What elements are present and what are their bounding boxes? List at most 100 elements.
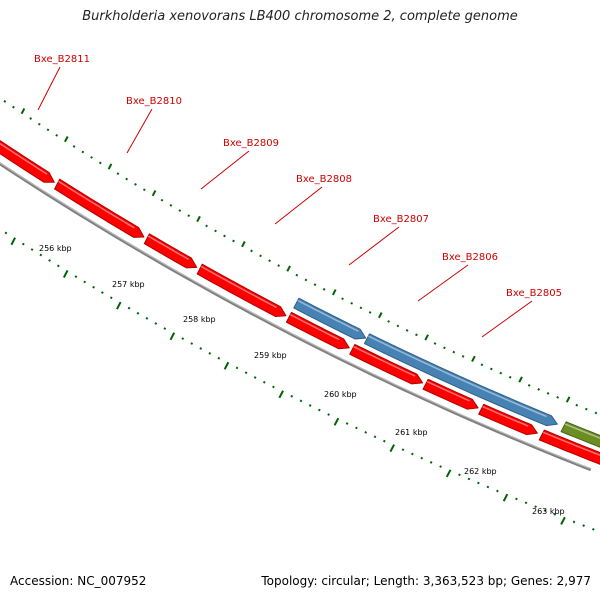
inner-tick [21, 242, 25, 246]
inner-tick [373, 435, 377, 439]
inner-tick [467, 477, 471, 481]
forward-gene-9-gloss [542, 431, 600, 457]
inner-tick [553, 513, 557, 516]
inner-tick [154, 322, 158, 325]
inner-tick [169, 332, 176, 341]
inner-tick [333, 417, 340, 426]
outer-tick [286, 265, 291, 272]
inner-tick [48, 259, 51, 262]
forward-gene-2-gloss [58, 180, 135, 229]
forward-gene-1-gloss [0, 142, 48, 175]
outer-tick [546, 392, 550, 395]
outer-tick [387, 320, 390, 323]
inner-tick [308, 404, 312, 407]
outer-tick [107, 163, 113, 170]
inner-tick [458, 473, 461, 477]
forward-gene-4 [196, 263, 287, 317]
outer-tick [518, 376, 523, 383]
outer-tick [556, 396, 560, 399]
forward-gene-4-gloss [200, 265, 277, 309]
gene-leader-line [126, 108, 153, 154]
outer-tick [116, 172, 120, 176]
outer-tick [20, 107, 26, 115]
inner-tick [278, 390, 284, 399]
forward-gene-6-gloss [353, 346, 416, 377]
forward-gene-5-gloss [289, 313, 340, 341]
gene-label: Bxe_B2809 [223, 138, 279, 149]
scale-tick-label: 256 kbp [39, 244, 72, 253]
scale-tick-label: 257 kbp [112, 280, 145, 289]
upper-gene-3 [560, 421, 600, 448]
inner-tick [502, 493, 509, 502]
gene-leader-line [417, 264, 469, 302]
outer-tick [268, 259, 271, 263]
outer-tick [55, 134, 59, 137]
outer-tick [72, 145, 76, 148]
inner-tick [582, 524, 586, 527]
inner-tick [30, 248, 34, 251]
outer-tick [508, 375, 512, 379]
outer-tick [575, 403, 579, 407]
inner-tick [420, 456, 424, 460]
inner-tick [235, 366, 239, 370]
outer-tick [12, 105, 15, 109]
backbone-highlight [0, 162, 591, 470]
outer-tick [295, 273, 299, 277]
outer-tick [187, 214, 191, 218]
outer-tick [499, 371, 503, 375]
outer-tick [29, 117, 33, 120]
outer-tick [90, 156, 93, 159]
inner-tick [327, 413, 330, 416]
scale-tick-label: 263 kbp [532, 507, 565, 516]
outer-tick [81, 150, 85, 154]
inner-tick [56, 264, 60, 268]
outer-tick [250, 249, 253, 253]
outer-tick [359, 306, 363, 310]
inner-tick [345, 422, 349, 425]
gene-leader-line [37, 66, 61, 111]
gene-leader-line [481, 300, 533, 338]
inner-tick [486, 485, 490, 489]
inner-tick [253, 376, 257, 379]
inner-tick [560, 516, 566, 525]
outer-tick [424, 334, 429, 341]
forward-gene-3 [143, 233, 198, 269]
outer-tick [433, 342, 437, 345]
inner-tick [74, 275, 78, 278]
inner-tick [217, 356, 221, 360]
outer-tick [527, 384, 531, 387]
outer-tick [378, 312, 383, 319]
outer-tick [223, 234, 226, 238]
outer-tick [480, 363, 484, 367]
inner-tick [262, 380, 266, 384]
outer-tick [205, 224, 208, 228]
gene-label: Bxe_B2808 [296, 174, 352, 185]
forward-gene-3-gloss [147, 235, 190, 261]
outer-tick [461, 355, 465, 358]
inner-tick [4, 231, 8, 235]
outer-tick [232, 239, 235, 243]
gene-leader-line [348, 226, 400, 266]
outer-tick [443, 346, 446, 350]
outer-tick [46, 128, 50, 132]
inner-tick [83, 280, 87, 284]
outer-tick [3, 100, 7, 103]
inner-tick [429, 461, 433, 464]
gene-label: Bxe_B2811 [34, 54, 90, 65]
outer-tick [368, 311, 372, 314]
outer-tick [452, 350, 456, 354]
outer-tick [537, 388, 540, 391]
inner-tick [534, 505, 537, 509]
scale-tick-labels: 256 kbp 257 kbp 258 kbp 259 kbp 260 kbp 261 k… [39, 244, 565, 516]
chromosome-backbone [0, 162, 592, 472]
inner-tick [364, 431, 368, 434]
inner-tick [116, 301, 122, 310]
outer-tick [341, 297, 344, 301]
upper-gene-2-gloss [367, 335, 547, 418]
inner-tick [572, 520, 576, 524]
outer-tick [64, 136, 69, 143]
outer-tick [142, 188, 146, 192]
outer-tick [125, 177, 129, 181]
inner-tick [382, 439, 386, 443]
outer-tick [584, 407, 588, 411]
